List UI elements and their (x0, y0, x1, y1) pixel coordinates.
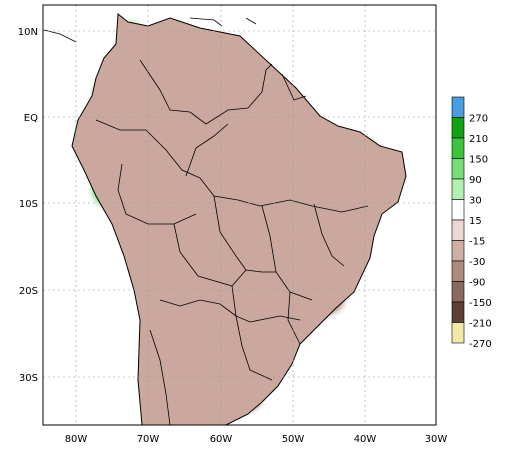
legend-label: -150 (469, 298, 492, 309)
legend-swatch (451, 301, 465, 323)
islands (43, 17, 257, 43)
legend-label: -15 (469, 237, 485, 248)
legend-label: 210 (469, 134, 488, 145)
legend-label: -270 (469, 339, 492, 350)
legend-swatch (451, 158, 465, 180)
graticule (43, 5, 437, 425)
legend-label: 30 (469, 196, 482, 207)
legend-label: 15 (469, 216, 482, 227)
longitude-label: 50W (282, 434, 305, 445)
legend-swatch (451, 178, 465, 200)
legend-swatch (451, 117, 465, 139)
legend-swatch (451, 322, 465, 344)
legend-label: 270 (469, 114, 488, 125)
legend-label: 150 (469, 155, 488, 166)
latitude-label: 10S (19, 199, 38, 210)
legend-label: -90 (469, 278, 485, 289)
longitude-label: 60W (210, 434, 233, 445)
latitude-label: 30S (19, 373, 38, 384)
legend-swatch (451, 137, 465, 159)
latitude-label: 20S (19, 286, 38, 297)
legend-swatch (451, 219, 465, 241)
map-frame (42, 4, 437, 426)
longitude-label: 40W (354, 434, 377, 445)
latitude-label: 10N (18, 27, 38, 38)
legend-swatch (451, 199, 465, 221)
legend-swatch (451, 240, 465, 262)
color-legend: 270 210 150 90 30 15 -15 -30 -90 -150 -210 -270 (451, 96, 492, 350)
longitude-label: 80W (65, 434, 88, 445)
legend-swatch (451, 260, 465, 282)
legend-swatch (451, 281, 465, 303)
legend-label: 90 (469, 175, 482, 186)
latitude-label: EQ (24, 113, 38, 124)
legend-label: -210 (469, 319, 492, 330)
legend-label: -30 (469, 257, 485, 268)
longitude-label: 30W (425, 434, 448, 445)
legend-swatch (451, 96, 465, 118)
longitude-label: 70W (137, 434, 160, 445)
